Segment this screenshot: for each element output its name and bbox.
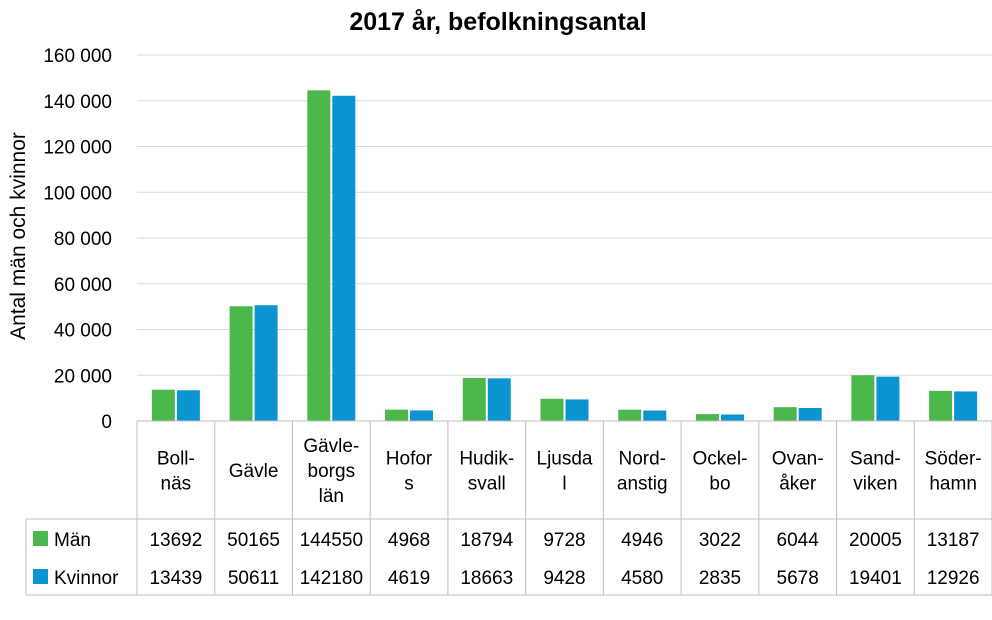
bar-man	[151, 389, 175, 421]
table-cell-value: 144550	[300, 530, 363, 551]
category-label: Hudik-svall	[459, 449, 514, 495]
category-label: Söder-hamn	[925, 449, 982, 495]
table-cell-value: 4580	[621, 568, 663, 589]
y-tick-label: 0	[101, 412, 112, 433]
bar-man	[851, 375, 875, 421]
table-cell-value: 12926	[927, 568, 980, 589]
table-cell-value: 5678	[777, 568, 819, 589]
y-tick-label: 20 000	[54, 366, 112, 387]
bar-man	[540, 398, 564, 421]
legend-swatch	[33, 531, 48, 546]
y-axis-label: Antal män och kvinnor	[7, 132, 30, 340]
table-cell-value: 13187	[927, 530, 980, 551]
bar-man	[307, 90, 331, 422]
bar-man	[929, 390, 953, 421]
bar-kvinnor	[876, 376, 900, 421]
bar-man	[385, 409, 409, 421]
y-tick-label: 140 000	[43, 92, 112, 113]
category-label: Gävle-borgs län	[303, 436, 359, 507]
table-cell-value: 4946	[621, 530, 663, 551]
bar-kvinnor	[254, 305, 278, 421]
table-cell-value: 18794	[460, 530, 513, 551]
y-tick-label: 80 000	[54, 229, 112, 250]
category-label: Gävle	[229, 461, 279, 482]
bar-man	[618, 409, 642, 421]
data-table: Boll-näs Gävle Gävle-borgs län Hofor s Hudik-s…	[25, 420, 992, 596]
table-cell-value: 19401	[849, 568, 902, 589]
bar-kvinnor	[643, 410, 667, 421]
y-tick-label: 60 000	[54, 275, 112, 296]
table-cell-value: 50165	[227, 530, 280, 551]
table-cell-value: 6044	[777, 530, 820, 551]
category-label: Ovan-åker	[772, 449, 824, 495]
bar-kvinnor	[954, 391, 978, 421]
bar-man	[462, 378, 486, 421]
table-cell-value: 13692	[149, 530, 202, 551]
table-cell-value: 142180	[300, 568, 363, 589]
legend-swatch	[33, 569, 48, 584]
bar-kvinnor	[487, 378, 511, 421]
y-tick-label: 100 000	[43, 183, 112, 204]
legend-label: Kvinnor	[54, 568, 119, 589]
table-cell-value: 13439	[149, 568, 202, 589]
category-label: Sand-viken	[850, 449, 901, 495]
table-cell-value: 50611	[228, 568, 279, 589]
gridlines	[137, 54, 992, 376]
category-label: Hofor s	[386, 449, 433, 495]
table-cell-value: 9428	[543, 568, 585, 589]
table-cell-value: 4619	[388, 568, 430, 589]
table-cell-value: 4968	[388, 530, 430, 551]
category-label: Boll-näs	[157, 449, 195, 495]
bar-man	[695, 414, 719, 421]
y-tick-label: 160 000	[43, 46, 112, 67]
category-label: Nord-anstig	[617, 449, 668, 495]
bar-kvinnor	[720, 414, 744, 421]
category-label: Ljusda l	[537, 449, 593, 495]
bar-kvinnor	[410, 410, 434, 421]
table-cell-value: 20005	[849, 530, 902, 551]
y-tick-label: 40 000	[54, 321, 112, 342]
bar-man	[773, 407, 797, 421]
table-cell-value: 2835	[699, 568, 741, 589]
chart-title: 2017 år, befolkningsantal	[349, 8, 646, 36]
bar-kvinnor	[565, 399, 589, 421]
y-tick-label: 120 000	[43, 138, 112, 159]
table-cell-value: 18663	[460, 568, 513, 589]
bar-kvinnor	[332, 95, 356, 422]
category-label: Ockel-bo	[693, 449, 748, 495]
bar-kvinnor	[176, 390, 200, 421]
table-cell-value: 3022	[699, 530, 741, 551]
table-cell-value: 9728	[543, 530, 585, 551]
bar-man	[229, 306, 253, 421]
legend-label: Män	[54, 530, 91, 551]
bars	[151, 90, 978, 422]
y-axis-ticks: 0 20 000 40 000 60 000 80 000 100 000 120 000 1…	[43, 46, 112, 433]
bar-kvinnor	[798, 408, 822, 421]
